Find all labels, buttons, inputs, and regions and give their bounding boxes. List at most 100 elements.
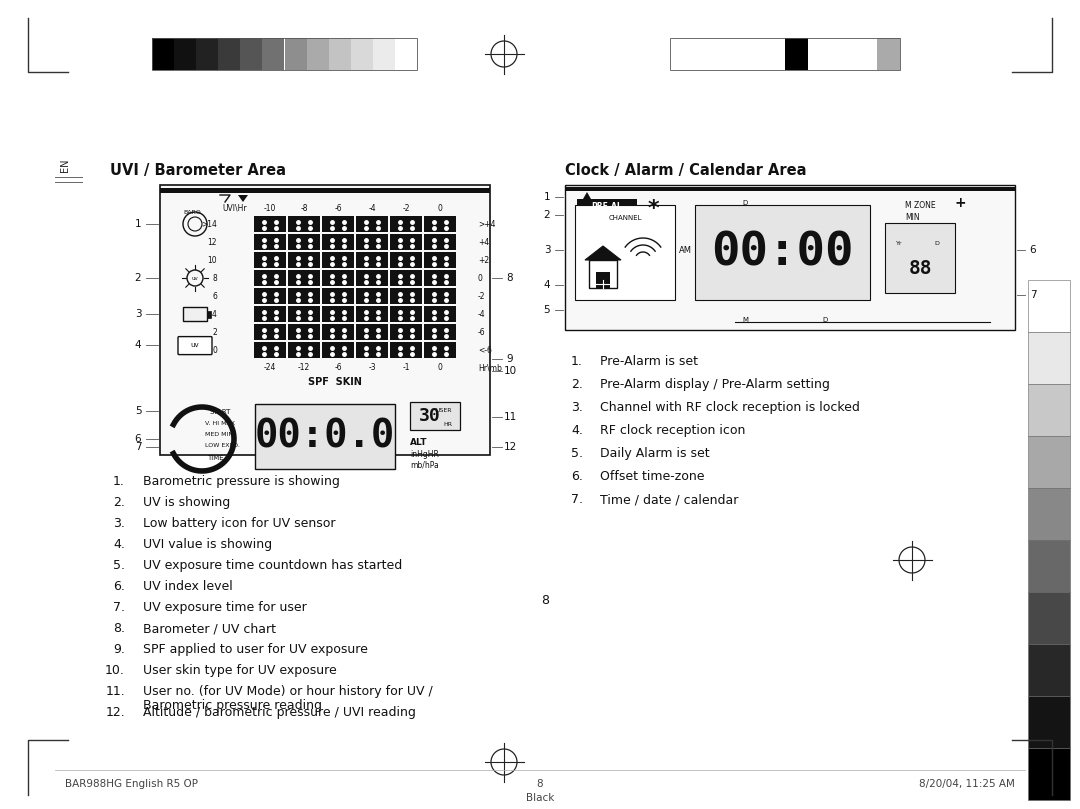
Text: -1: -1 [402,363,409,372]
Text: uv: uv [191,341,200,348]
Bar [322,288,354,304]
Text: 00:00: 00:00 [712,230,854,275]
Text: +4: +4 [478,238,489,247]
Text: USER: USER [435,408,453,413]
Text: SPF  SKIN: SPF SKIN [308,377,362,387]
Bar [390,288,422,304]
Text: 2: 2 [543,210,551,220]
Bar [1028,540,1070,592]
Bar [254,270,286,286]
Text: -6: -6 [478,328,486,337]
Text: >14: >14 [201,219,217,228]
Text: 4: 4 [135,340,141,349]
Bar [174,38,197,70]
Text: <-6: <-6 [478,345,491,354]
Bar [255,404,395,469]
Bar [596,272,610,288]
Text: Altitude / barometric pressure / UVI reading: Altitude / barometric pressure / UVI rea… [143,706,416,719]
Text: 5.: 5. [571,447,583,460]
Text: LOW EXPO.: LOW EXPO. [205,443,240,448]
Bar [254,216,286,232]
Text: 0: 0 [437,363,443,372]
Text: -3: -3 [368,363,376,372]
Bar [356,216,388,232]
Text: +: + [955,196,966,210]
Text: -4: -4 [368,204,376,213]
Bar [424,324,456,340]
Text: CHANNEL: CHANNEL [608,215,642,221]
Text: Channel with RF clock reception is locked: Channel with RF clock reception is locke… [600,401,860,414]
Text: Barometric pressure is showing: Barometric pressure is showing [143,475,340,488]
Bar [410,402,460,430]
Text: 4.: 4. [571,424,583,437]
Bar [390,252,422,268]
Text: 6: 6 [212,291,217,300]
Text: 0: 0 [212,345,217,354]
Bar [716,38,739,70]
Bar [670,38,693,70]
Text: UV is showing: UV is showing [143,496,230,509]
Text: BARO: BARO [183,210,201,215]
Text: 4: 4 [543,280,551,290]
Text: 30: 30 [419,407,441,425]
Text: 2: 2 [213,328,217,337]
Text: 6.: 6. [571,470,583,483]
Text: Time / date / calendar: Time / date / calendar [600,493,739,506]
Text: M ZONE: M ZONE [905,201,935,210]
Bar [288,288,320,304]
Text: -8: -8 [300,204,308,213]
Bar [1028,488,1070,540]
Text: mb/hPa: mb/hPa [410,460,438,469]
Bar [254,324,286,340]
Text: 1: 1 [135,219,141,229]
Polygon shape [238,195,248,202]
Bar [197,38,218,70]
Text: 4: 4 [212,310,217,319]
Bar [739,38,762,70]
Bar [1028,332,1070,384]
Text: inHgHR: inHgHR [410,450,438,459]
Text: BAR988HG English R5 OP: BAR988HG English R5 OP [65,779,198,789]
Bar [424,216,456,232]
Bar [424,234,456,250]
Text: *: * [647,199,659,219]
Text: 12: 12 [503,442,516,452]
Bar [254,342,286,358]
Bar [218,38,241,70]
Bar [373,38,395,70]
Bar [424,270,456,286]
Text: 7: 7 [135,442,141,452]
Text: uv: uv [191,276,199,281]
Text: 4.: 4. [113,538,125,551]
Text: 8: 8 [213,273,217,282]
Text: UVI value is showing: UVI value is showing [143,538,272,551]
Bar [356,252,388,268]
Bar [390,324,422,340]
Text: 3: 3 [543,245,551,255]
Text: 2.: 2. [571,378,583,391]
Text: 3.: 3. [571,401,583,414]
Bar [577,199,637,213]
Text: 3: 3 [135,309,141,319]
Bar [160,185,490,455]
Bar [854,38,877,70]
Bar [322,342,354,358]
Text: START: START [210,409,231,415]
Text: V. HI MAX: V. HI MAX [205,421,235,426]
Text: 3.: 3. [113,517,125,530]
Text: AM: AM [678,245,691,255]
Bar [390,270,422,286]
Text: User no. (for UV Mode) or hour history for UV /: User no. (for UV Mode) or hour history f… [143,685,433,698]
Bar [424,342,456,358]
Bar [254,306,286,322]
Text: 6: 6 [1029,245,1037,255]
Bar [356,324,388,340]
Text: 8.: 8. [113,622,125,635]
Text: -6: -6 [334,204,341,213]
Bar [1028,280,1070,332]
Text: +2: +2 [478,256,489,265]
Text: PRE-AL: PRE-AL [592,201,622,210]
Bar [670,38,900,70]
Text: -10: -10 [264,204,276,213]
Bar [152,38,417,70]
